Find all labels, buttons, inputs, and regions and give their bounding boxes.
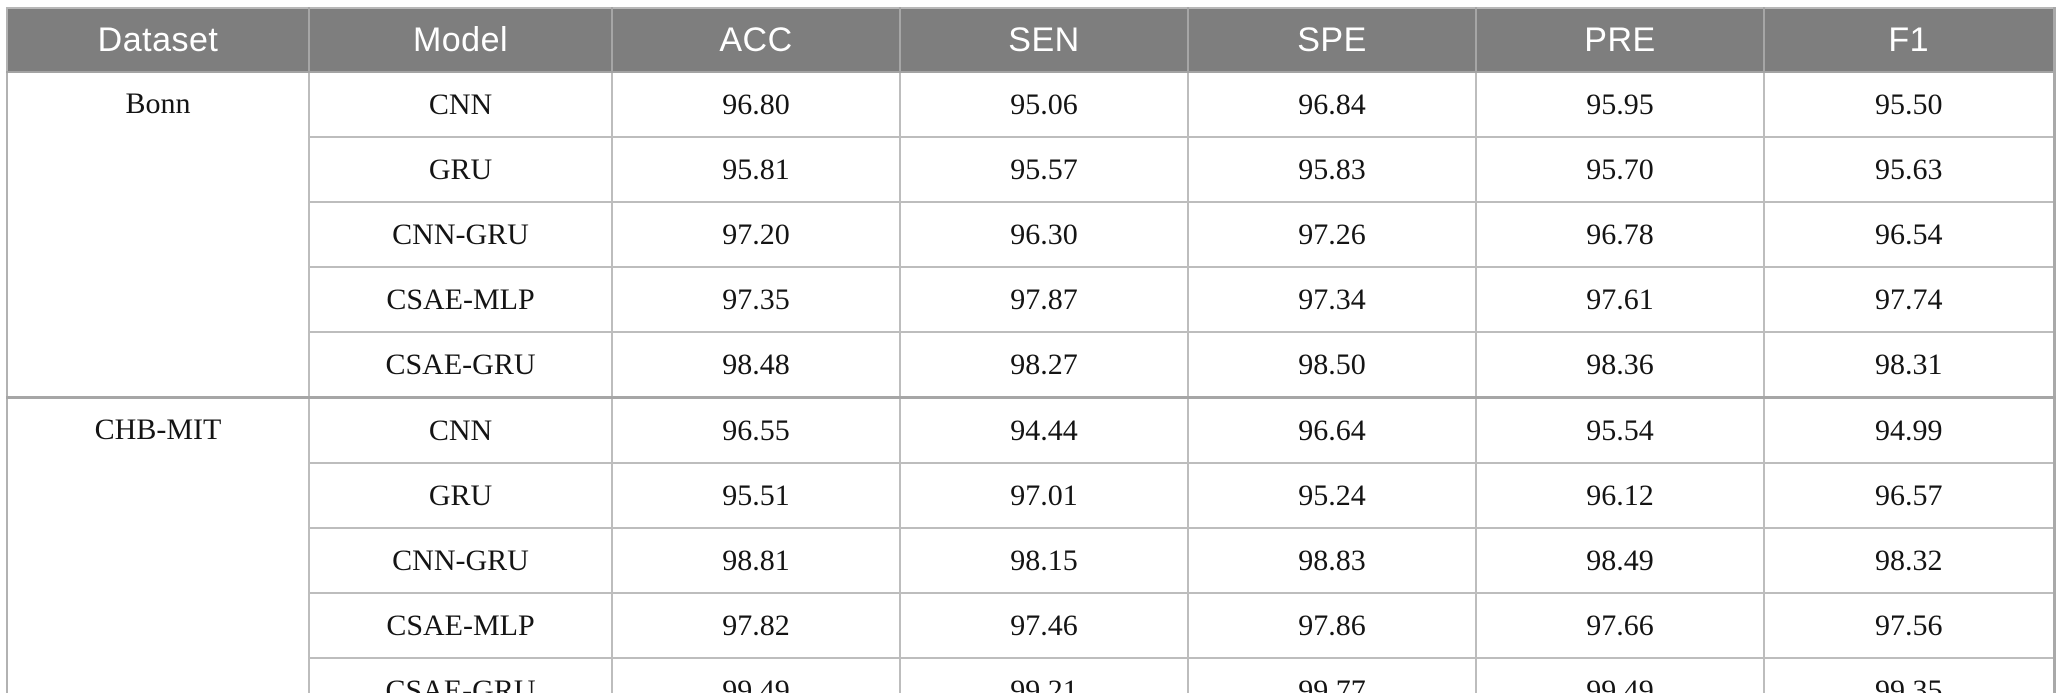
metric-value-cell: 98.32 (1763, 527, 2054, 593)
metric-value-cell: 95.57 (899, 136, 1188, 202)
table-row: CHB-MIT CNN 96.55 94.44 96.64 95.54 94.99 (7, 396, 2054, 693)
column-header-sen: SEN (899, 8, 1188, 73)
metric-value-cell: 98.50 (1187, 331, 1476, 398)
model-cell: CSAE-MLP (308, 266, 612, 332)
header-row: Dataset Model ACC SEN SPE PRE F1 (7, 8, 2054, 73)
metric-value-cell: 95.54 (1475, 396, 1764, 463)
metric-value-cell: 98.83 (1187, 527, 1476, 593)
model-cell: CNN (308, 71, 612, 137)
metric-value-cell: 97.20 (611, 201, 900, 267)
metric-value-cell: 94.44 (899, 396, 1188, 463)
table-row: CSAE-MLP 97.35 97.87 97.34 97.61 97.74 (7, 266, 2054, 332)
model-cell: CSAE-GRU (308, 331, 612, 398)
metric-value-cell: 97.82 (611, 592, 900, 658)
metric-value-cell: 95.24 (1187, 462, 1476, 528)
dataset-cell: CHB-MIT (7, 396, 309, 693)
metric-value-cell: 96.84 (1187, 71, 1476, 137)
table-body: Bonn CNN 96.80 95.06 96.84 95.95 95.50 GRU 95.81… (7, 71, 2054, 693)
table-row: Bonn CNN 96.80 95.06 96.84 95.95 95.50 (7, 71, 2054, 398)
metric-value-cell: 98.15 (899, 527, 1188, 593)
metrics-table-container: Dataset Model ACC SEN SPE PRE F1 Bonn CNN… (6, 7, 2056, 693)
metric-value-cell: 98.49 (1475, 527, 1764, 593)
dataset-cell: Bonn (7, 71, 309, 398)
metric-value-cell: 98.81 (611, 527, 900, 593)
metric-value-cell: 95.06 (899, 71, 1188, 137)
column-header-f1: F1 (1763, 8, 2054, 73)
table-row: CNN-GRU 97.20 96.30 97.26 96.78 96.54 (7, 201, 2054, 267)
table-header: Dataset Model ACC SEN SPE PRE F1 (7, 8, 2054, 73)
metric-value-cell: 97.86 (1187, 592, 1476, 658)
metric-value-cell: 95.95 (1475, 71, 1764, 137)
metric-value-cell: 99.21 (899, 657, 1188, 693)
metric-value-cell: 95.51 (611, 462, 900, 528)
metric-value-cell: 95.50 (1763, 71, 2054, 137)
metric-value-cell: 96.55 (611, 396, 900, 463)
metric-value-cell: 99.49 (1475, 657, 1764, 693)
metric-value-cell: 95.81 (611, 136, 900, 202)
metric-value-cell: 97.74 (1763, 266, 2054, 332)
table-row: CSAE-GRU 98.48 98.27 98.50 98.36 98.31 (7, 331, 2054, 398)
metric-value-cell: 96.12 (1475, 462, 1764, 528)
metric-value-cell: 94.99 (1763, 396, 2054, 463)
metric-value-cell: 99.49 (611, 657, 900, 693)
metric-value-cell: 97.87 (899, 266, 1188, 332)
metric-value-cell: 98.48 (611, 331, 900, 398)
metric-value-cell: 97.46 (899, 592, 1188, 658)
metric-value-cell: 97.34 (1187, 266, 1476, 332)
metric-value-cell: 98.27 (899, 331, 1188, 398)
metric-value-cell: 97.66 (1475, 592, 1764, 658)
table-row: CSAE-GRU 99.49 99.21 99.77 99.49 99.35 (7, 657, 2054, 693)
model-cell: CNN (308, 396, 612, 463)
column-header-dataset: Dataset (7, 8, 309, 73)
column-header-model: Model (308, 8, 612, 73)
metric-value-cell: 96.54 (1763, 201, 2054, 267)
model-cell: GRU (308, 462, 612, 528)
table-row: CSAE-MLP 97.82 97.46 97.86 97.66 97.56 (7, 592, 2054, 658)
model-cell: CNN-GRU (308, 527, 612, 593)
metric-value-cell: 98.36 (1475, 331, 1764, 398)
column-header-spe: SPE (1187, 8, 1476, 73)
metric-value-cell: 96.30 (899, 201, 1188, 267)
metric-value-cell: 97.61 (1475, 266, 1764, 332)
table-row: CNN-GRU 98.81 98.15 98.83 98.49 98.32 (7, 527, 2054, 593)
metric-value-cell: 97.56 (1763, 592, 2054, 658)
metric-value-cell: 97.01 (899, 462, 1188, 528)
metric-value-cell: 96.78 (1475, 201, 1764, 267)
column-header-acc: ACC (611, 8, 900, 73)
model-cell: CSAE-GRU (308, 657, 612, 693)
metric-value-cell: 96.80 (611, 71, 900, 137)
model-cell: GRU (308, 136, 612, 202)
table-row: GRU 95.51 97.01 95.24 96.12 96.57 (7, 462, 2054, 528)
metric-value-cell: 98.31 (1763, 331, 2054, 398)
metric-value-cell: 99.35 (1763, 657, 2054, 693)
table-row: GRU 95.81 95.57 95.83 95.70 95.63 (7, 136, 2054, 202)
metric-value-cell: 97.35 (611, 266, 900, 332)
metrics-table: Dataset Model ACC SEN SPE PRE F1 Bonn CNN… (6, 7, 2056, 693)
metric-value-cell: 95.63 (1763, 136, 2054, 202)
model-cell: CSAE-MLP (308, 592, 612, 658)
column-header-pre: PRE (1475, 8, 1764, 73)
metric-value-cell: 96.64 (1187, 396, 1476, 463)
metric-value-cell: 96.57 (1763, 462, 2054, 528)
metric-value-cell: 95.83 (1187, 136, 1476, 202)
metric-value-cell: 99.77 (1187, 657, 1476, 693)
metric-value-cell: 97.26 (1187, 201, 1476, 267)
metric-value-cell: 95.70 (1475, 136, 1764, 202)
model-cell: CNN-GRU (308, 201, 612, 267)
